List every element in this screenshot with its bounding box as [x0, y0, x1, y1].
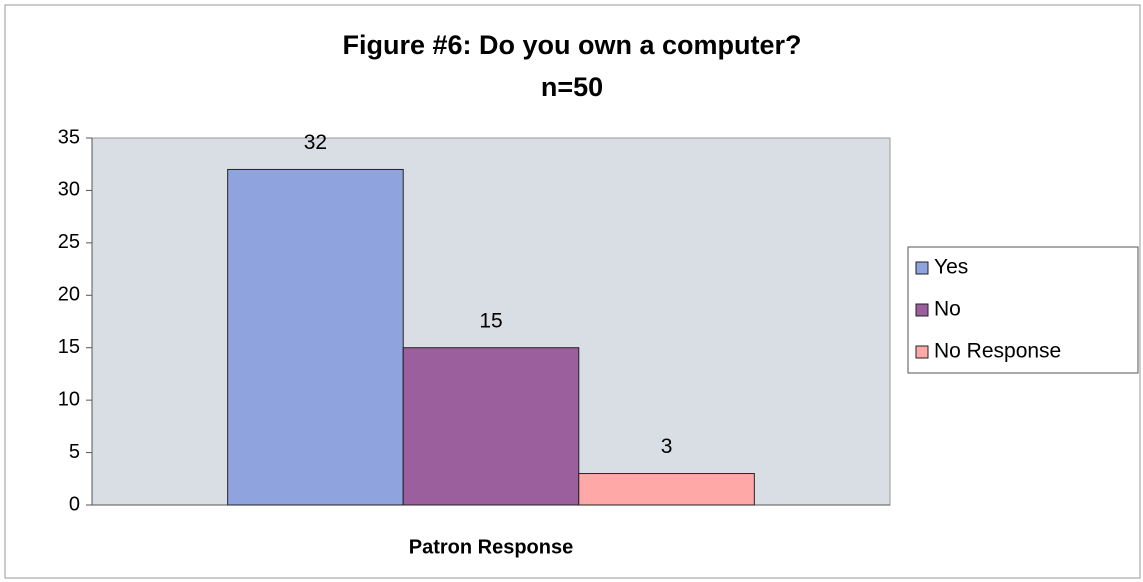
legend-label: No	[934, 298, 961, 321]
legend-box	[907, 246, 1139, 374]
y-tick-label: 5	[69, 441, 80, 463]
chart-title: Figure #6: Do you own a computer?	[342, 30, 801, 60]
bar	[578, 473, 755, 506]
y-tick-label: 20	[58, 284, 80, 306]
data-label: 32	[304, 131, 327, 154]
bar	[402, 347, 580, 506]
chart-subtitle: n=50	[541, 72, 603, 102]
bar	[227, 168, 404, 506]
data-label: 3	[661, 435, 673, 458]
legend-label: No Response	[934, 340, 1061, 363]
y-tick-label: 15	[58, 336, 80, 358]
data-label: 15	[479, 309, 502, 332]
legend-swatch	[915, 303, 929, 317]
y-tick-label: 10	[58, 388, 80, 410]
y-tick-label: 35	[58, 126, 80, 148]
legend-swatch	[915, 345, 929, 359]
legend-label: Yes	[934, 256, 968, 279]
legend-swatch	[915, 261, 929, 275]
y-tick-label: 25	[58, 231, 80, 253]
y-tick-label: 0	[69, 493, 80, 515]
x-tick-label: Patron Response	[409, 536, 573, 558]
y-tick-label: 30	[58, 179, 80, 201]
